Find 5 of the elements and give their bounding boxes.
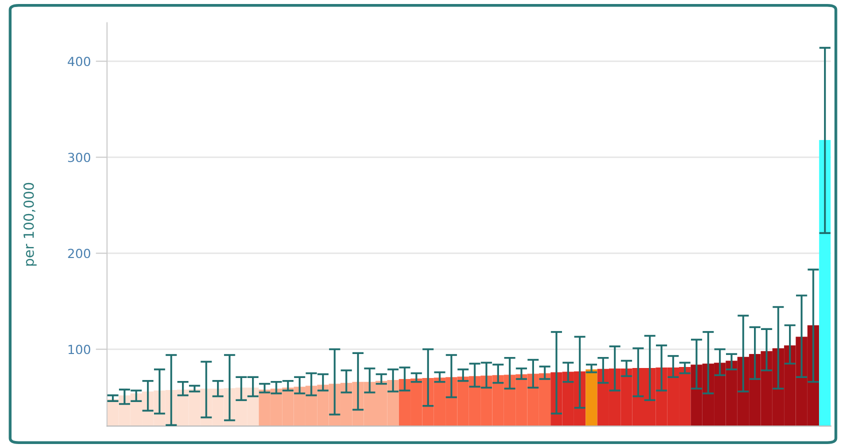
y-tick-label: 200 [68,248,90,258]
y-tick-label: 400 [68,56,90,66]
y-tick-label: 300 [68,152,90,162]
y-tick-label: 100 [68,344,90,354]
y-axis-title: per 100,000 [23,182,37,266]
